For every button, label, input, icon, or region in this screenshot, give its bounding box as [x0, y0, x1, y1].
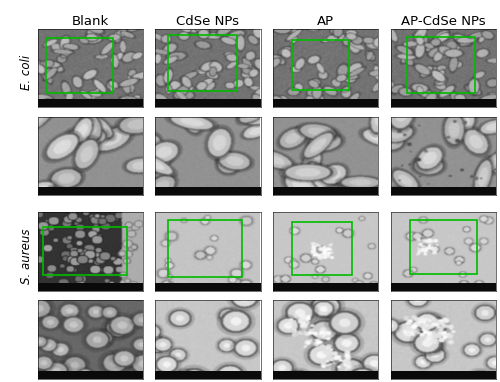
Text: E. coli: E. coli — [20, 55, 34, 90]
Bar — [273, 99, 378, 107]
Bar — [391, 283, 496, 291]
Bar — [391, 371, 496, 379]
Bar — [273, 187, 378, 195]
Bar — [391, 99, 496, 107]
Bar — [43, 227, 127, 275]
Bar — [406, 37, 475, 93]
Bar — [155, 187, 260, 195]
Bar — [168, 35, 237, 91]
Bar — [391, 187, 496, 195]
Bar — [38, 283, 143, 291]
Bar — [168, 220, 242, 277]
Bar — [292, 40, 349, 90]
Bar — [410, 220, 477, 274]
Bar — [292, 222, 352, 275]
Bar — [155, 371, 260, 379]
Bar — [273, 371, 378, 379]
Bar — [155, 283, 260, 291]
Text: Blank: Blank — [72, 15, 109, 28]
Bar — [38, 99, 143, 107]
Text: AP: AP — [317, 15, 334, 28]
Bar — [38, 187, 143, 195]
Bar — [38, 371, 143, 379]
Bar — [273, 283, 378, 291]
Bar — [155, 99, 260, 107]
Text: AP-CdSe NPs: AP-CdSe NPs — [401, 15, 485, 28]
Text: CdSe NPs: CdSe NPs — [176, 15, 240, 28]
Text: S. aureus: S. aureus — [20, 229, 34, 284]
Bar — [46, 38, 114, 93]
